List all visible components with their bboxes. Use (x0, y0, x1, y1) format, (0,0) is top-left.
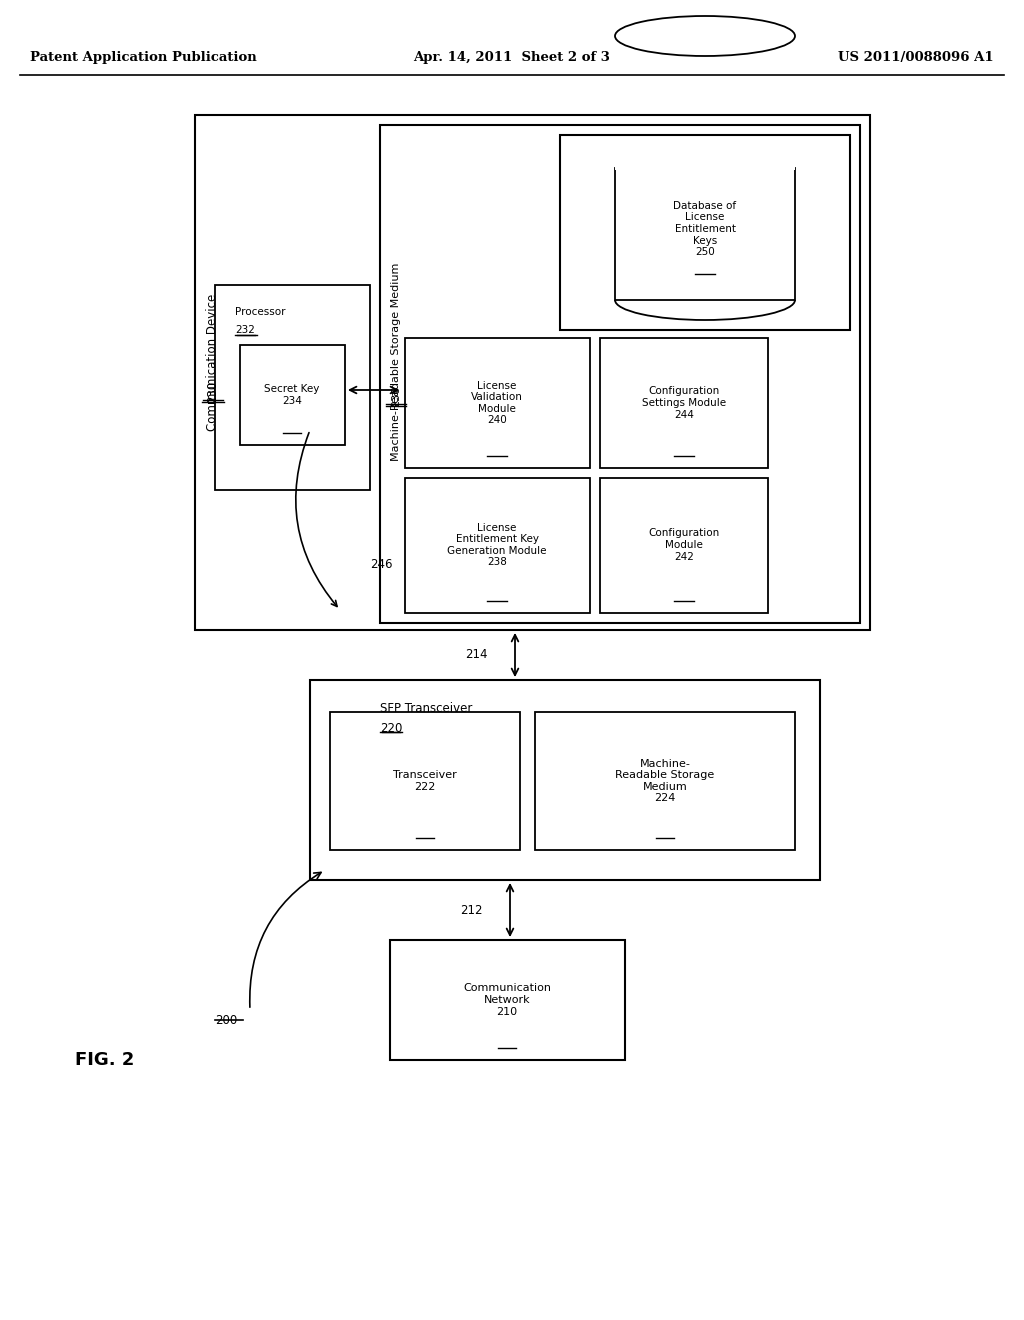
Bar (390, 940, 625, 1060)
Text: Communication Device: Communication Device (207, 293, 219, 430)
Text: Patent Application Publication: Patent Application Publication (30, 51, 257, 65)
Bar (535, 711, 795, 850)
Ellipse shape (615, 16, 795, 55)
Bar (615, 147, 795, 170)
Bar (380, 125, 860, 623)
FancyArrowPatch shape (250, 873, 322, 1007)
Bar (195, 115, 870, 630)
Bar (330, 711, 520, 850)
Text: 220: 220 (380, 722, 402, 735)
Text: FIG. 2: FIG. 2 (75, 1051, 134, 1069)
Text: Processor: Processor (234, 308, 286, 317)
Text: Configuration
Module
242: Configuration Module 242 (648, 528, 720, 561)
Bar (406, 338, 590, 469)
Text: Machine-
Readable Storage
Medium
224: Machine- Readable Storage Medium 224 (615, 759, 715, 804)
Text: Secret Key
234: Secret Key 234 (264, 384, 319, 405)
Bar (215, 285, 370, 490)
Bar (310, 680, 820, 880)
Text: 236: 236 (391, 385, 401, 407)
Text: Apr. 14, 2011  Sheet 2 of 3: Apr. 14, 2011 Sheet 2 of 3 (414, 51, 610, 65)
Text: 232: 232 (234, 325, 255, 335)
Bar (406, 478, 590, 612)
Bar (240, 345, 345, 445)
Text: Database of
License
Entitlement
Keys
250: Database of License Entitlement Keys 250 (674, 201, 736, 257)
Text: US 2011/0088096 A1: US 2011/0088096 A1 (839, 51, 994, 65)
FancyArrowPatch shape (296, 433, 337, 606)
Text: Communication
Network
210: Communication Network 210 (463, 983, 551, 1016)
Text: SFP Transceiver: SFP Transceiver (380, 702, 472, 715)
Text: 230: 230 (207, 381, 219, 403)
Text: 200: 200 (215, 1014, 238, 1027)
Text: Transceiver
222: Transceiver 222 (393, 770, 457, 792)
Text: Machine-Readable Storage Medium: Machine-Readable Storage Medium (391, 263, 401, 461)
Bar (600, 478, 768, 612)
Bar (560, 135, 850, 330)
Bar (615, 168, 795, 300)
Text: 212: 212 (460, 903, 482, 916)
Text: License
Validation
Module
240: License Validation Module 240 (471, 380, 523, 425)
Text: 214: 214 (465, 648, 487, 661)
Text: Configuration
Settings Module
244: Configuration Settings Module 244 (642, 387, 726, 420)
Text: License
Entitlement Key
Generation Module
238: License Entitlement Key Generation Modul… (447, 523, 547, 568)
Text: 246: 246 (370, 558, 392, 572)
Bar (600, 338, 768, 469)
